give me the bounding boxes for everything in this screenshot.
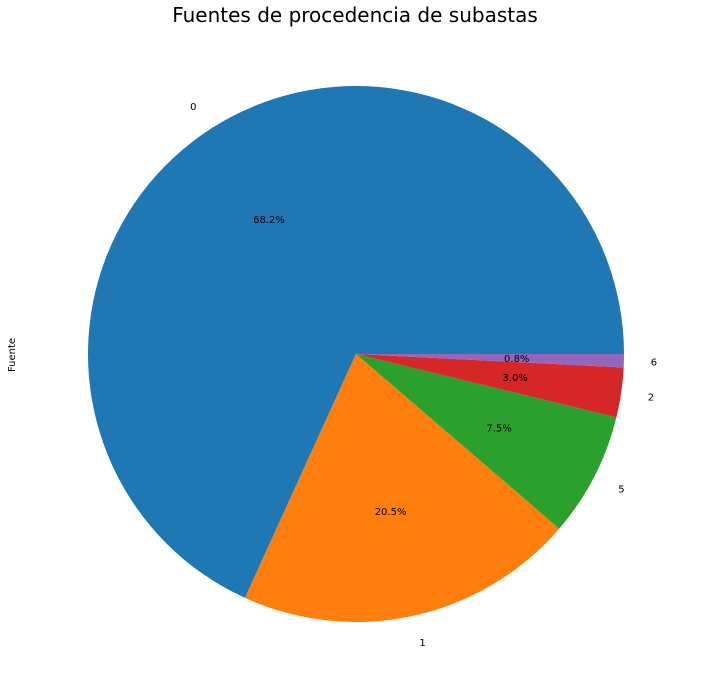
slice-pct-label-5: 7.5% xyxy=(486,423,511,434)
y-axis-label: Fuente xyxy=(7,338,18,372)
slice-pct-label-0: 68.2% xyxy=(253,215,285,226)
pie-slice-2 xyxy=(356,354,624,418)
chart-title: Fuentes de procedencia de subastas xyxy=(172,3,538,27)
slice-pct-label-6: 0.8% xyxy=(504,354,529,365)
slice-pct-label-1: 20.5% xyxy=(375,507,407,518)
slice-label-2: 2 xyxy=(648,392,654,403)
slice-pct-label-2: 3.0% xyxy=(502,373,527,384)
pie-slice-5 xyxy=(356,354,617,529)
pie-labels: 0 68.2% 1 20.5% 5 7.5% 2 3.0% 6 0.8% xyxy=(190,102,657,649)
slice-label-0: 0 xyxy=(190,102,196,113)
slice-label-5: 5 xyxy=(618,485,624,496)
pie-slice-0 xyxy=(87,85,624,598)
slice-label-6: 6 xyxy=(651,357,657,368)
pie-slices xyxy=(87,85,624,622)
slice-label-1: 1 xyxy=(419,638,425,649)
pie-slice-1 xyxy=(244,354,560,622)
pie-slice-6 xyxy=(356,354,624,368)
